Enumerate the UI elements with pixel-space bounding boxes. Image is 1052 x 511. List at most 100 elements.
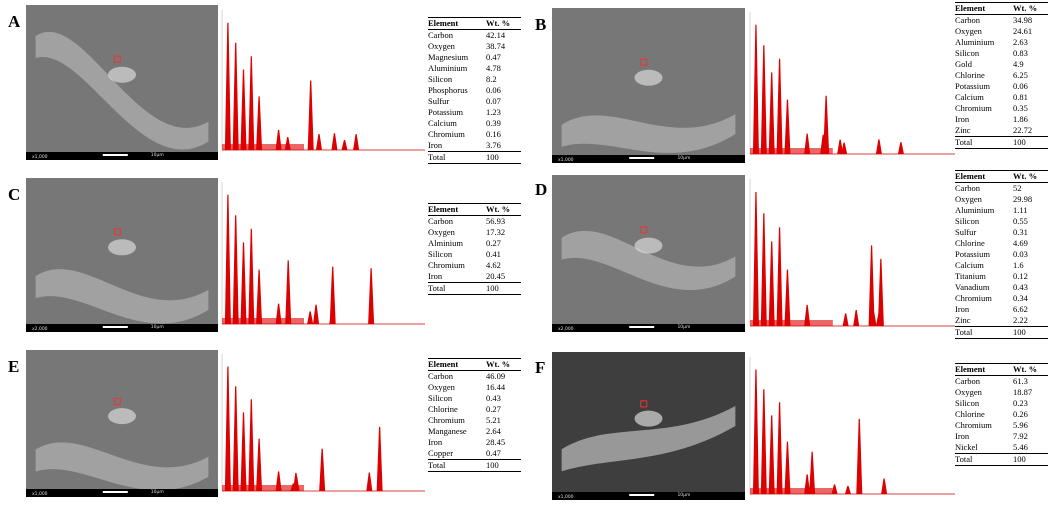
composition-table: Element Wt. % Carbon 46.09 Oxygen 16.44 Silico…: [428, 358, 521, 472]
spectrum-peak: [341, 140, 348, 150]
cell: Chromium: [428, 415, 465, 425]
table-row: Copper 0.47: [428, 448, 521, 459]
cell: Carbon: [955, 376, 981, 386]
composition-table: Element Wt. % Carbon 34.98 Oxygen 24.61 Alumin…: [955, 2, 1048, 149]
table-row: Silicon 8.2: [428, 74, 521, 85]
cell: Iron: [428, 437, 443, 447]
cell: 18.87: [1013, 387, 1033, 397]
panel-label: E: [8, 357, 20, 376]
table-total: Total 100: [955, 136, 1048, 149]
spectrum-peak: [307, 311, 314, 324]
spectrum-peak: [240, 69, 247, 150]
cell: 3.76: [486, 140, 501, 150]
cell: Chlorine: [955, 238, 985, 248]
spectrum-peak: [319, 448, 326, 491]
cell: 0.34: [1013, 293, 1028, 303]
table-row: Silicon 0.55: [955, 216, 1048, 227]
cell: 0.47: [486, 52, 501, 62]
spectrum-peak: [313, 304, 320, 324]
scale-label: 10μm: [677, 492, 690, 498]
table-row: Iron 20.45: [428, 271, 521, 282]
table-row: Calcium 0.39: [428, 118, 521, 129]
cell: Potassium: [428, 107, 463, 117]
panel-label: C: [8, 185, 21, 204]
cell: 4.62: [486, 260, 501, 270]
table-row: Oxygen 29.98: [955, 194, 1048, 205]
cell: 0.23: [1013, 398, 1028, 408]
cell: Silicon: [428, 393, 453, 403]
cell: Carbon: [428, 371, 454, 381]
cell: 2.22: [1013, 315, 1028, 325]
cell: 100: [1013, 454, 1026, 464]
eds-spectrum: [221, 354, 425, 492]
spectrum-fill: [222, 485, 304, 491]
cell: 5.46: [1013, 442, 1028, 452]
table-row: Chlorine 6.25: [955, 70, 1048, 81]
spectrum-peak: [240, 412, 247, 491]
spectrum-peak: [853, 309, 860, 326]
cell: 0.26: [1013, 409, 1028, 419]
cell: Magnesium: [428, 52, 469, 62]
particle: [35, 442, 209, 491]
cell: Element: [428, 204, 459, 214]
cell: 16.44: [486, 382, 506, 392]
cell: 2.64: [486, 426, 501, 436]
cell: Chromium: [955, 420, 992, 430]
cell: Iron: [955, 114, 970, 124]
table-row: Chromium 4.62: [428, 260, 521, 271]
cell: Chlorine: [428, 404, 458, 414]
bright-spot: [634, 237, 663, 254]
spectrum-peak: [875, 139, 882, 154]
spectrum-peak: [331, 133, 338, 150]
scale-label: 10μm: [151, 489, 164, 495]
sem-image: x1,000 10μm: [552, 352, 745, 500]
cell: Wt. %: [1013, 3, 1038, 13]
spectrum-peak: [881, 478, 888, 494]
table-row: Chlorine 0.26: [955, 409, 1048, 420]
table-row: Potassium 1.23: [428, 107, 521, 118]
spectrum-peak: [856, 418, 863, 494]
spectrum-peak: [248, 399, 255, 491]
particle: [561, 406, 736, 472]
cell: Aluminium: [428, 63, 468, 73]
spectrum-peak: [844, 485, 851, 494]
panel-label: A: [8, 12, 21, 31]
spectrum-peak: [776, 58, 783, 154]
spectrum-peak: [870, 311, 877, 326]
cell: 100: [486, 283, 499, 293]
table-total: Total 100: [428, 151, 521, 164]
table-header: Element Wt. %: [955, 170, 1048, 183]
cell: 100: [1013, 327, 1026, 337]
analysis-box: [640, 226, 648, 234]
table-row: Zinc 2.22: [955, 315, 1048, 326]
spectrum-peak: [784, 269, 791, 326]
spectrum-peak: [368, 268, 375, 324]
table-row: Chlorine 4.69: [955, 238, 1048, 249]
cell: 0.06: [486, 85, 501, 95]
table-header: Element Wt. %: [428, 358, 521, 371]
table-row: Chromium 5.96: [955, 420, 1048, 431]
cell: Calcium: [955, 92, 984, 102]
spectrum-peak: [768, 72, 775, 154]
magnification: x1,000: [558, 494, 574, 500]
table-total: Total 100: [955, 326, 1048, 339]
spectrum-peak: [784, 441, 791, 494]
table-row: Aluminium 1.11: [955, 205, 1048, 216]
table-row: Silicon 0.43: [428, 393, 521, 404]
spectrum-peak: [760, 389, 767, 494]
eds-spectrum: [221, 182, 425, 325]
analysis-box: [113, 398, 121, 406]
table-total: Total 100: [428, 282, 521, 295]
magnification: x1,000: [32, 491, 48, 497]
cell: Aluminium: [955, 37, 995, 47]
table-total: Total 100: [955, 453, 1048, 466]
cell: Iron: [428, 271, 443, 281]
cell: Element: [428, 18, 459, 28]
spectrum-fill: [750, 148, 833, 154]
table-row: Chromium 0.35: [955, 103, 1048, 114]
table-row: Carbon 34.98: [955, 15, 1048, 26]
cell: 56.93: [486, 216, 506, 226]
magnification: x2,000: [558, 326, 574, 332]
eds-spectrum: [749, 179, 955, 327]
